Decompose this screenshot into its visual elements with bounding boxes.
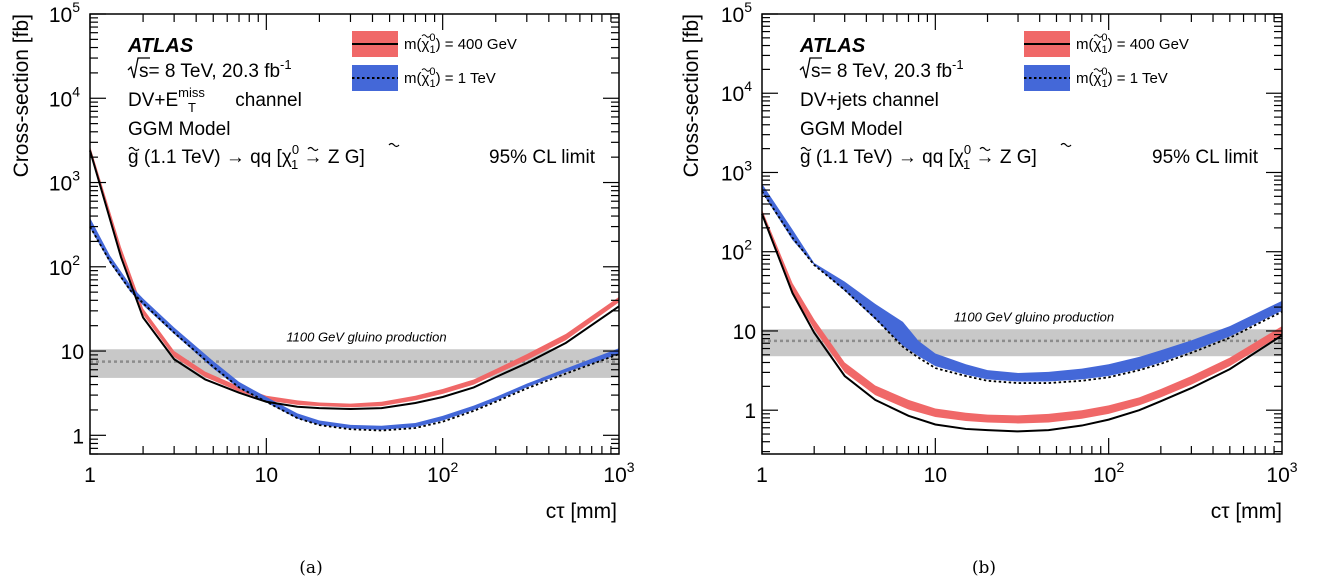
model-label: GGM Model (128, 119, 230, 140)
x-axis-label: cτ [mm] (546, 500, 617, 523)
series-line-1 (89, 226, 620, 432)
y-tick-label: 1 (72, 425, 84, 448)
x-tick-label: 102 (1093, 459, 1124, 487)
sqrt-symbol (127, 57, 150, 79)
y-axis-label: Cross-section [fb] (680, 14, 703, 177)
tilde-mark (388, 142, 400, 148)
tilde-mark (1093, 68, 1103, 72)
x-tick-label: 103 (1266, 459, 1297, 487)
model-label: GGM Model (800, 119, 902, 140)
cl-label: 95% CL limit (1152, 147, 1259, 168)
tilde-mark (1060, 142, 1072, 148)
series-line-0 (89, 150, 620, 411)
x-tick-label: 10 (255, 464, 278, 487)
series-band-1 (90, 217, 619, 430)
atlas-label: ATLAS (799, 35, 866, 57)
series-band-1 (762, 183, 1282, 382)
cl-label: 95% CL limit (489, 147, 596, 168)
channel-label: DV+jets channel (800, 90, 939, 111)
process-label: g (1.1 TeV) → qq [χ0 1 → Z G] (128, 142, 365, 172)
tilde-mark (128, 146, 140, 152)
plot-frame (761, 13, 1283, 455)
y-tick-label: 105 (721, 0, 752, 27)
energy-label: s= 8 TeV, 20.3 fb-1 (139, 57, 292, 82)
panel-caption: (a) (299, 558, 322, 578)
y-tick-label: 103 (721, 157, 752, 185)
y-tick-label: 10 (61, 341, 84, 364)
y-tick-label: 102 (49, 252, 80, 280)
tilde-mark (307, 146, 319, 152)
y-tick-label: 1 (744, 400, 756, 423)
x-tick-label: 103 (603, 459, 634, 487)
y-tick-label: 104 (721, 78, 752, 106)
y-tick-label: 104 (49, 83, 80, 111)
atlas-label: ATLAS (127, 35, 194, 57)
tilde-mark (800, 146, 812, 152)
x-axis-label: cτ [mm] (1211, 500, 1282, 523)
x-tick-label: 1 (84, 464, 96, 487)
panel-caption: (b) (972, 558, 996, 578)
y-axis-label: Cross-section [fb] (10, 14, 33, 177)
legend-m400-label: m(χ0 1) = 400 GeV (1076, 32, 1189, 56)
energy-label: s= 8 TeV, 20.3 fb-1 (811, 57, 964, 82)
process-label: g (1.1 TeV) → qq [χ0 1 → Z G] (800, 142, 1037, 172)
tilde-mark (421, 68, 431, 72)
sqrt-symbol (799, 57, 822, 79)
y-tick-label: 103 (49, 168, 80, 196)
tilde-mark (421, 34, 431, 38)
channel-label: DV+Emiss T channel (128, 85, 302, 115)
legend-m400-label: m(χ0 1) = 400 GeV (404, 32, 517, 56)
legend-m1tev-label: m(χ0 1) = 1 TeV (404, 66, 496, 90)
plot-frame (89, 13, 620, 455)
chart-panel-b: 1100 GeV gluino production 1 10 102 103 1 10 10… (680, 0, 1298, 578)
series-line-0 (761, 213, 1283, 433)
chart-panel-a: 1100 GeV gluino production 1 10 102 103 1 10 10… (10, 0, 635, 578)
legend-m1tev-swatch (1024, 65, 1070, 91)
gluino-label: 1100 GeV gluino production (954, 309, 1114, 324)
x-tick-label: 1 (756, 464, 768, 487)
y-tick-label: 105 (49, 0, 80, 27)
tilde-mark (1093, 34, 1103, 38)
y-tick-label: 102 (721, 237, 752, 265)
y-tick-label: 10 (733, 321, 756, 344)
x-tick-label: 102 (427, 459, 458, 487)
x-tick-label: 10 (924, 464, 947, 487)
legend-m1tev-swatch (352, 65, 398, 91)
gluino-label: 1100 GeV gluino production (286, 329, 446, 344)
tilde-mark (979, 146, 991, 152)
legend-m1tev-label: m(χ0 1) = 1 TeV (1076, 66, 1168, 90)
